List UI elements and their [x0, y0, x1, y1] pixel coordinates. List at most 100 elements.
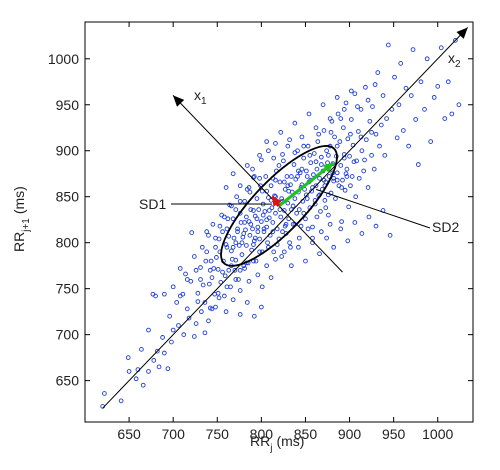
data-point — [233, 240, 239, 246]
data-point — [254, 196, 260, 201]
data-point — [400, 128, 406, 133]
data-point — [296, 244, 301, 250]
data-point — [233, 207, 239, 212]
data-point — [327, 116, 333, 121]
data-point — [338, 163, 344, 168]
data-point — [239, 252, 245, 257]
x-axis-label-main: RR — [250, 433, 270, 449]
x-tick-label: 800 — [250, 426, 274, 442]
data-point — [224, 284, 230, 290]
data-point — [316, 131, 322, 137]
data-point — [126, 369, 132, 374]
data-point — [198, 277, 203, 282]
data-point — [369, 129, 374, 135]
data-point — [387, 232, 393, 238]
data-point — [290, 221, 296, 227]
data-point — [251, 174, 257, 179]
x-tick-label: 850 — [294, 426, 318, 442]
data-point — [221, 293, 227, 299]
data-point — [199, 244, 205, 250]
data-point — [311, 151, 317, 156]
data-point — [237, 183, 243, 189]
data-point — [356, 129, 361, 134]
data-point — [287, 240, 292, 246]
data-point — [356, 175, 362, 181]
x-tick-label: 1000 — [422, 426, 453, 442]
data-point — [210, 221, 216, 227]
data-point — [318, 229, 324, 235]
data-point — [273, 256, 278, 262]
data-point — [307, 152, 313, 158]
data-point — [408, 93, 414, 98]
data-point — [177, 266, 183, 271]
data-point — [365, 185, 371, 190]
data-point — [167, 313, 173, 319]
data-point — [306, 111, 312, 117]
data-point — [225, 216, 231, 222]
data-point — [271, 155, 277, 161]
data-point — [313, 159, 319, 165]
data-point — [317, 175, 322, 181]
data-point — [362, 157, 367, 163]
sd1-label: SD1 — [139, 196, 166, 212]
data-point — [220, 269, 225, 275]
data-point — [326, 152, 331, 158]
data-point — [311, 172, 316, 177]
x1-label-main: x — [194, 87, 201, 103]
data-point — [318, 162, 324, 167]
y-axis-label-unit: (ms) — [11, 186, 27, 214]
data-point — [202, 330, 208, 336]
data-point — [348, 183, 353, 189]
data-point — [442, 116, 448, 121]
x2-axis-line — [102, 27, 469, 409]
data-point — [255, 224, 261, 230]
y-tick-label: 800 — [56, 235, 80, 251]
data-point — [435, 84, 441, 89]
data-point — [265, 240, 270, 246]
data-point — [234, 194, 240, 200]
data-point — [214, 255, 219, 260]
y-axis-label: RRj+1 (ms) — [11, 186, 32, 252]
data-point — [382, 152, 388, 158]
data-point — [204, 249, 210, 255]
data-point — [242, 220, 247, 225]
data-point — [236, 277, 241, 282]
data-point — [249, 247, 255, 253]
data-point — [369, 152, 374, 158]
data-point — [102, 391, 107, 396]
data-point — [162, 350, 167, 356]
data-point — [240, 234, 246, 240]
plot-frame — [84, 21, 474, 423]
y-tick-label: 850 — [56, 189, 80, 205]
data-point — [263, 174, 269, 179]
data-point — [296, 235, 302, 241]
data-point — [191, 334, 197, 339]
data-point — [377, 143, 382, 149]
data-point — [418, 79, 424, 85]
data-point — [314, 166, 320, 172]
data-point — [264, 217, 270, 223]
data-point — [211, 266, 217, 271]
data-point — [324, 235, 329, 241]
data-point — [392, 74, 397, 80]
data-point — [337, 139, 343, 144]
data-point — [242, 266, 247, 271]
data-point — [347, 153, 352, 159]
sd1-arrowhead — [272, 196, 282, 207]
data-point — [318, 209, 323, 214]
data-point — [320, 102, 326, 108]
data-point — [352, 91, 358, 97]
data-point — [280, 152, 285, 157]
data-point — [384, 116, 389, 121]
data-point — [338, 226, 344, 232]
data-point — [366, 214, 372, 220]
data-point — [359, 148, 365, 154]
data-point — [351, 159, 357, 165]
data-point — [247, 232, 253, 238]
data-point — [322, 198, 328, 203]
data-point — [252, 235, 258, 241]
data-point — [213, 244, 218, 250]
data-point — [153, 293, 158, 299]
data-point — [247, 189, 253, 195]
